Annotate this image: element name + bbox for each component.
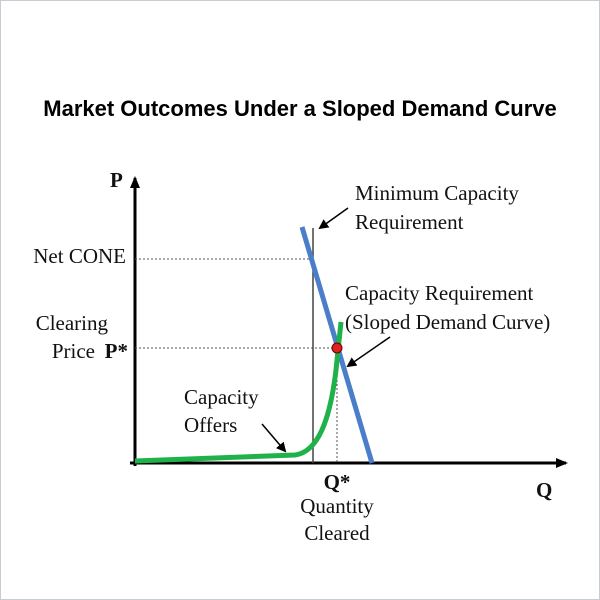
- p-star-label: P*: [105, 339, 128, 363]
- annotation-text: Capacity: [184, 385, 259, 409]
- annotation-text: (Sloped Demand Curve): [345, 310, 550, 334]
- x-axis-label: Q: [536, 478, 552, 502]
- quantity-label: Quantity: [300, 494, 374, 518]
- title: Market Outcomes Under a Sloped Demand Cu…: [43, 96, 556, 121]
- y-axis-label: P: [110, 168, 123, 192]
- equilibrium-point: [331, 342, 343, 354]
- price-label: Price: [52, 339, 95, 363]
- clearing-label: Clearing: [36, 311, 109, 335]
- net-cone-label: Net CONE: [33, 244, 126, 268]
- cleared-label: Cleared: [304, 521, 370, 545]
- annotation-text: Requirement: [355, 210, 464, 234]
- annotation-text: Offers: [184, 413, 237, 437]
- annotation-arrow: [261, 423, 287, 453]
- annotation-text: Capacity Requirement: [345, 281, 534, 305]
- annotation-arrow: [318, 207, 349, 230]
- q-star-label: Q*: [324, 470, 351, 494]
- supply-curve: [134, 321, 344, 464]
- annotation-text: Minimum Capacity: [355, 181, 519, 205]
- annotation-arrow: [346, 336, 391, 368]
